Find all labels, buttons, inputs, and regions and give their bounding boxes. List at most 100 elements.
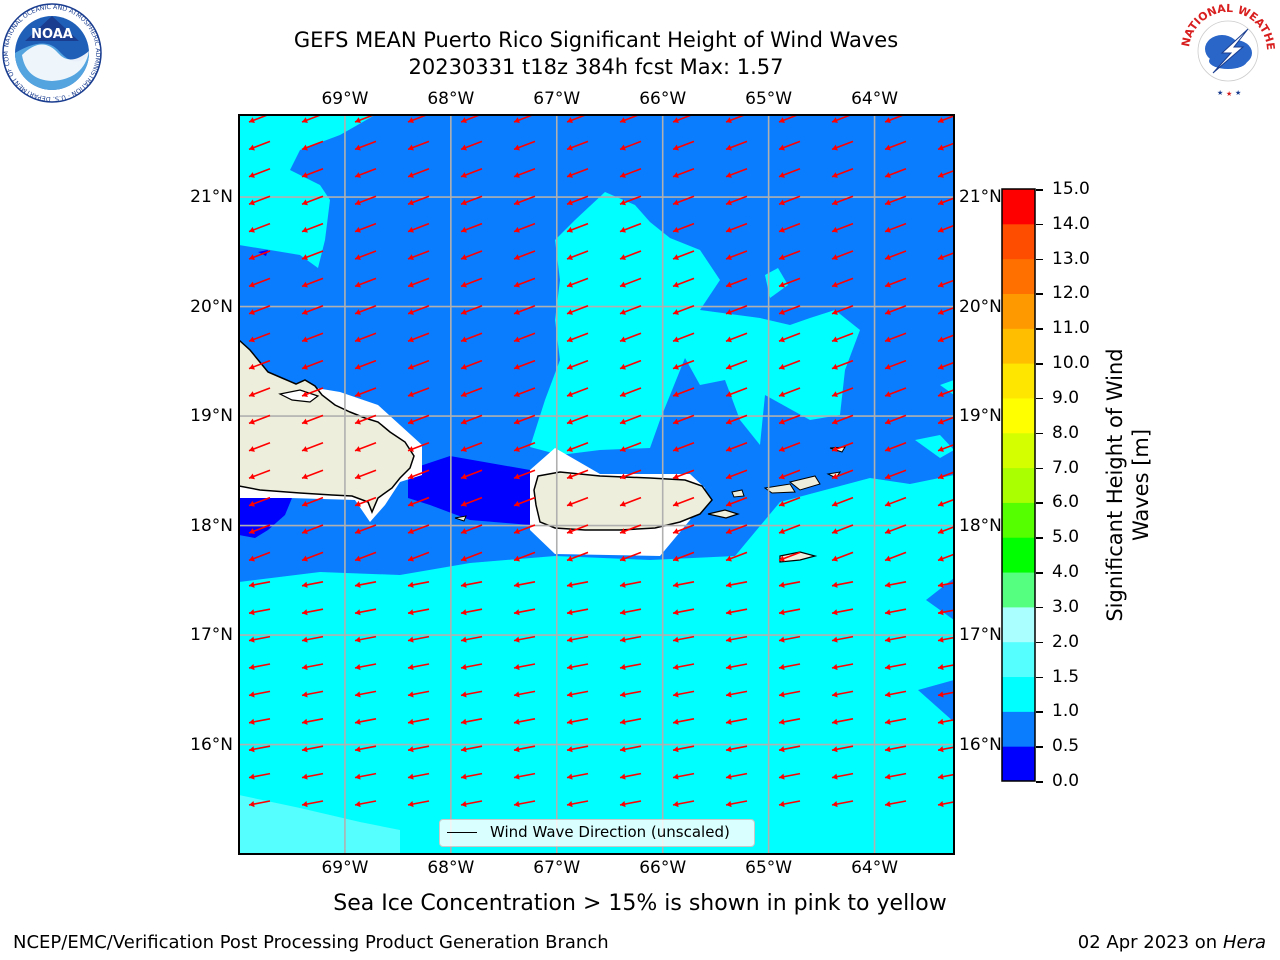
wave-direction-arrow	[301, 140, 324, 151]
wave-direction-arrow	[301, 442, 324, 452]
wave-direction-arrow	[725, 635, 748, 643]
colorbar-tick-label: 4.0	[1052, 562, 1080, 583]
wave-direction-arrow	[301, 332, 324, 343]
wave-direction-arrow	[725, 469, 748, 480]
colorbar-segment	[1002, 293, 1035, 329]
noaa-wordmark: NOAA	[31, 27, 73, 42]
wave-direction-arrow	[407, 277, 430, 288]
wave-direction-arrow	[884, 414, 907, 425]
wave-direction-arrow	[619, 772, 642, 780]
wave-direction-arrow	[937, 773, 954, 780]
colorbar-tick-label: 1.5	[1052, 666, 1080, 687]
wave-direction-arrow	[513, 635, 536, 643]
wave-direction-arrow	[513, 524, 536, 535]
wave-direction-arrow	[937, 636, 954, 643]
wave-direction-arrow	[831, 690, 854, 698]
wave-direction-arrow	[248, 690, 271, 698]
wave-direction-arrow	[301, 663, 324, 671]
wave-direction-arrow	[778, 387, 801, 398]
lat-label-left: 21°N	[190, 187, 233, 208]
nws-logo: NATIONAL WEATHER SERVICE ★ ★ ★	[1178, 3, 1277, 98]
wave-direction-arrow	[672, 608, 695, 616]
wave-direction-arrow	[884, 581, 907, 588]
wave-direction-arrow	[354, 496, 377, 507]
colorbar-tick-label: 3.0	[1052, 596, 1080, 617]
colorbar-tick-mark	[1036, 432, 1043, 435]
wave-direction-arrow	[619, 168, 642, 178]
wave-direction-arrow	[778, 635, 801, 643]
wave-direction-arrow	[672, 800, 695, 808]
land-hispaniola	[239, 338, 415, 514]
lon-label-bottom: 67°W	[533, 858, 581, 878]
wave-direction-arrow	[725, 277, 748, 288]
wave-direction-arrow	[831, 250, 854, 261]
wave-direction-arrow	[248, 168, 271, 178]
wave-direction-arrow	[937, 691, 954, 698]
wave-direction-arrow	[513, 195, 536, 206]
wave-direction-arrow	[831, 581, 854, 588]
wave-direction-arrow	[937, 718, 954, 725]
wave-direction-arrow	[248, 442, 271, 452]
wave-direction-arrow	[460, 635, 483, 643]
wave-direction-arrow	[301, 195, 324, 206]
wave-direction-arrow	[619, 663, 642, 671]
wave-field-1.5-2.0	[239, 795, 400, 854]
lat-label-right: 20°N	[959, 296, 1002, 317]
wave-direction-arrow	[778, 800, 801, 808]
wave-direction-arrow	[566, 140, 589, 151]
wave-direction-arrow	[672, 581, 695, 588]
wave-direction-arrow	[725, 250, 748, 261]
wave-direction-arrow	[725, 387, 748, 398]
wave-direction-arrow	[248, 305, 271, 315]
wave-direction-arrow	[566, 332, 589, 343]
wave-direction-arrow	[937, 334, 954, 343]
wave-direction-arrow	[566, 195, 589, 206]
wave-direction-arrow	[831, 277, 854, 288]
legend-line-symbol	[447, 832, 477, 833]
wave-direction-arrow	[566, 635, 589, 643]
colorbar-tick-label: 0.5	[1052, 736, 1080, 757]
wave-direction-arrow	[725, 718, 748, 725]
wave-direction-arrow	[301, 718, 324, 725]
wave-direction-arrow	[619, 608, 642, 616]
wave-direction-arrow	[566, 442, 589, 452]
wave-direction-arrow	[937, 471, 954, 480]
wave-direction-arrow	[407, 195, 430, 206]
wave-direction-arrow	[460, 745, 483, 753]
wave-direction-arrow	[619, 414, 642, 425]
wave-direction-arrow	[725, 305, 748, 315]
wave-direction-arrow	[725, 222, 748, 233]
wave-direction-arrow	[672, 305, 695, 315]
wave-direction-arrow	[301, 168, 324, 178]
wave-direction-arrow	[619, 222, 642, 233]
wave-direction-arrow	[354, 305, 377, 315]
wave-field-1.0-1.5-e	[915, 435, 954, 458]
wave-direction-arrow	[354, 581, 377, 588]
colorbar-tick-mark	[1036, 397, 1043, 400]
lat-label-right: 16°N	[959, 734, 1002, 755]
land-tortola	[788, 475, 821, 491]
wave-direction-arrow	[407, 690, 430, 698]
wave-direction-arrow	[566, 663, 589, 671]
lat-label-right: 21°N	[959, 187, 1002, 208]
wave-direction-arrow	[460, 469, 483, 480]
wave-direction-arrow	[513, 250, 536, 261]
colorbar-tick-mark	[1036, 711, 1043, 713]
colorbar-tick-label: 8.0	[1052, 422, 1080, 443]
wave-direction-arrow	[725, 663, 748, 671]
wave-direction-arrow	[937, 800, 954, 808]
wave-direction-arrow	[460, 359, 483, 370]
lon-label-bottom: 66°W	[639, 858, 687, 878]
colorbar-segment	[1002, 223, 1035, 260]
lat-label-left: 16°N	[190, 734, 233, 755]
wave-field-0.0-0.5-hispaniola	[239, 498, 292, 538]
lon-label-top: 66°W	[639, 89, 687, 109]
wave-direction-arrow	[619, 387, 642, 398]
wave-direction-arrow	[672, 663, 695, 671]
wave-direction-arrow	[619, 745, 642, 753]
wave-direction-arrow	[672, 168, 695, 178]
land-mona	[454, 515, 467, 522]
wave-direction-arrow	[301, 250, 324, 261]
footer-date: 02 Apr 2023 on Hera	[1078, 932, 1266, 953]
land-st-thomas	[763, 483, 796, 494]
